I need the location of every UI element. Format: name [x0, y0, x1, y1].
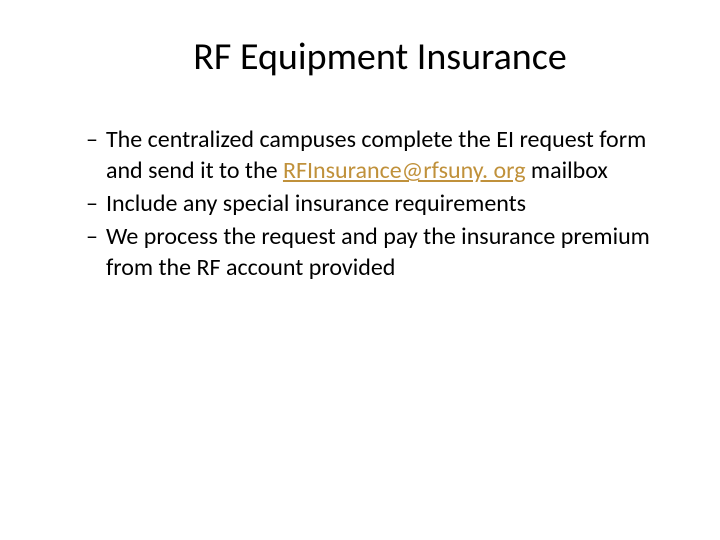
bullet-dash: –: [86, 188, 98, 219]
bullet-list: – The centralized campuses complete the …: [50, 124, 670, 283]
bullet-dash: –: [86, 221, 98, 252]
bullet-item: – Include any special insurance requirem…: [86, 188, 670, 219]
bullet-text: We process the request and pay the insur…: [106, 221, 670, 283]
slide-title: RF Equipment Insurance: [50, 34, 670, 80]
bullet-item: – We process the request and pay the ins…: [86, 221, 670, 283]
bullet-text: Include any special insurance requiremen…: [106, 188, 526, 219]
bullet-item: – The centralized campuses complete the …: [86, 124, 670, 186]
slide: RF Equipment Insurance – The centralized…: [0, 0, 720, 540]
bullet-dash: –: [86, 124, 98, 155]
bullet-text: The centralized campuses complete the EI…: [106, 124, 670, 186]
bullet-post: mailbox: [525, 156, 607, 185]
email-link[interactable]: RFInsurance@rfsuny. org: [283, 156, 526, 185]
